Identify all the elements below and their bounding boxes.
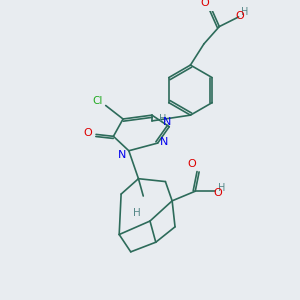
Text: O: O [83,128,92,138]
Text: N: N [118,150,126,160]
Text: N: N [160,137,169,147]
Text: H: H [241,7,248,17]
Text: N: N [163,117,172,128]
Text: H: H [159,113,166,124]
Text: O: O [187,159,196,169]
Text: H: H [133,208,140,218]
Text: O: O [213,188,222,198]
Text: O: O [235,11,244,21]
Text: Cl: Cl [93,96,103,106]
Text: H: H [218,183,225,193]
Text: O: O [200,0,209,8]
